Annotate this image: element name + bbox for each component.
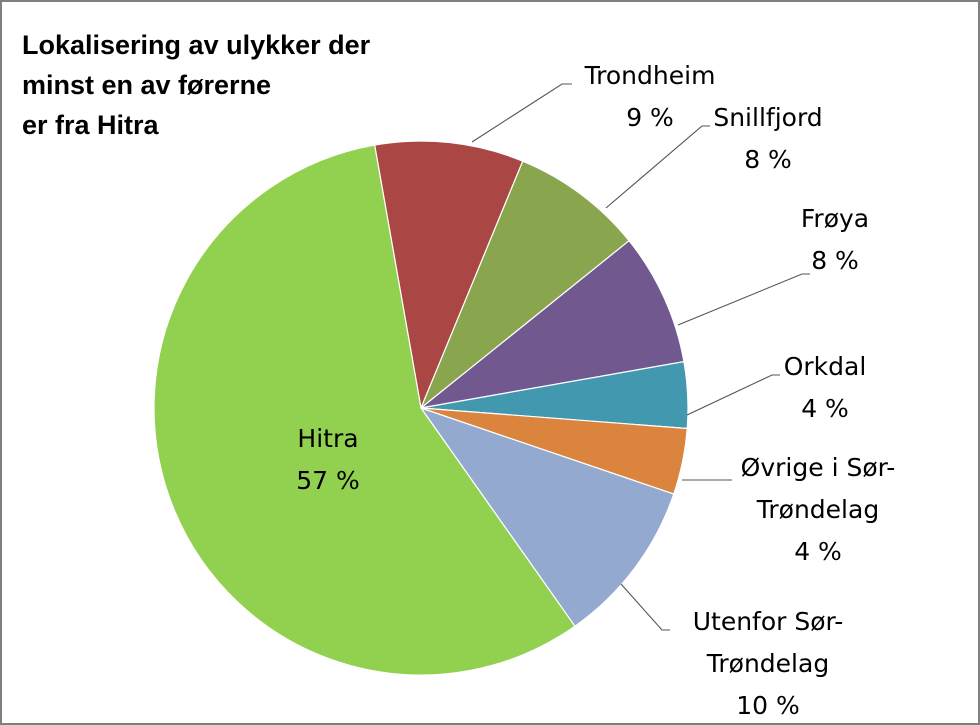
pie-slice-trondheim xyxy=(373,140,524,411)
slice-name-label: Utenfor Sør- xyxy=(693,607,844,636)
leader-line-trondheim xyxy=(471,83,572,143)
slice-value-label: 57 % xyxy=(296,466,360,495)
pie-slice-snillfjord xyxy=(420,160,630,409)
slice-value-label: 9 % xyxy=(626,103,674,132)
leader-line-orkdal xyxy=(686,374,780,416)
slice-label-ovrige-i-sor-trondelag: Øvrige i Sør- Trøndelag 4 % xyxy=(741,453,896,566)
leader-line-froya xyxy=(677,273,810,326)
chart-title-line-3: er fra Hitra xyxy=(22,110,160,140)
slice-label-trondheim: Trondheim 9 % xyxy=(584,61,716,132)
slices-layer xyxy=(153,140,689,676)
chart-title-line-1: Lokalisering av ulykker der xyxy=(22,30,371,60)
slice-label-snillfjord: Snillfjord 8 % xyxy=(713,103,822,174)
slice-value-label: 4 % xyxy=(794,537,842,566)
slice-name-label: Øvrige i Sør- xyxy=(741,453,896,482)
chart-title: Lokalisering av ulykker der minst en av … xyxy=(22,30,378,140)
slice-labels-layer: Trondheim 9 % Snillfjord 8 % Frøya 8 % Orkdal 4… xyxy=(296,61,895,720)
slice-value-label: 8 % xyxy=(744,145,792,174)
chart-title-line-2: minst en av førerne xyxy=(22,70,271,100)
slice-name-label: Hitra xyxy=(297,424,358,453)
slice-name-label: Frøya xyxy=(801,204,869,233)
slice-label-froya: Frøya 8 % xyxy=(801,204,869,275)
slice-label-orkdal: Orkdal 4 % xyxy=(784,352,867,423)
slice-value-label: 4 % xyxy=(801,394,849,423)
leader-line-utenfor-sor-trondelag xyxy=(620,583,670,631)
pie-slice-utenfor-sor-trondelag xyxy=(419,406,675,628)
slice-value-label: 8 % xyxy=(811,246,859,275)
slice-name-label: Trondheim xyxy=(584,61,716,90)
slice-label-hitra: Hitra 57 % xyxy=(296,424,360,495)
slice-name-label: Trøndelag xyxy=(756,495,879,524)
slice-name-label: Trøndelag xyxy=(706,649,829,678)
pie-slice-hitra xyxy=(153,144,576,676)
slice-label-utenfor-sor-trondelag: Utenfor Sør- Trøndelag 10 % xyxy=(693,607,844,720)
pie-slice-froya xyxy=(420,239,685,409)
slice-name-label: Snillfjord xyxy=(713,103,822,132)
leader-line-snillfjord xyxy=(605,125,710,209)
leader-lines-layer xyxy=(471,83,810,631)
slice-value-label: 10 % xyxy=(736,691,800,720)
slice-name-label: Orkdal xyxy=(784,352,867,381)
